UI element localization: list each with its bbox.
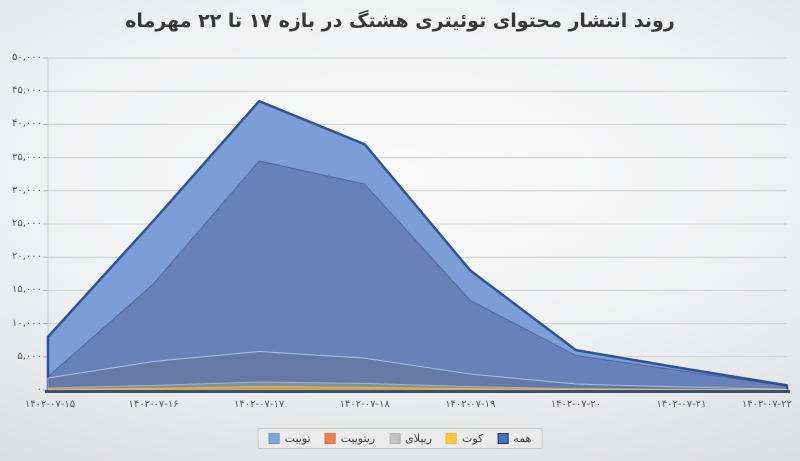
y-axis-label: ۲۰,۰۰۰	[11, 251, 42, 263]
legend-item-all[interactable]: همه	[497, 432, 531, 445]
legend-swatch-all-icon	[497, 433, 509, 444]
legend-swatch-reply-icon	[389, 433, 401, 444]
x-axis-label: ۱۴۰۲-۰۷-۱۶	[128, 399, 179, 410]
legend-swatch-tweet-icon	[268, 433, 280, 444]
y-axis-label: ۵۰,۰۰۰	[11, 52, 42, 63]
x-axis-label: ۱۴۰۲-۰۷-۱۸	[339, 399, 390, 410]
legend-item-reply[interactable]: ریپلای	[389, 432, 432, 445]
y-axis-label: ۱۰,۰۰۰	[11, 317, 42, 329]
y-axis-label: ۵,۰۰۰	[17, 350, 42, 362]
y-axis-label: ۴۵,۰۰۰	[11, 85, 42, 97]
legend-label: ریپلای	[405, 432, 433, 445]
y-axis-label: ۲۵,۰۰۰	[11, 218, 42, 229]
x-axis-label: ۱۴۰۲-۰۷-۲۰	[550, 399, 601, 410]
y-axis-label: ۳۰,۰۰۰	[11, 184, 42, 196]
x-axis-label: ۱۴۰۲-۰۷-۲۱	[656, 399, 707, 410]
legend-label: همه	[513, 432, 532, 445]
y-axis-label: ۱۵,۰۰۰	[11, 284, 42, 296]
y-axis: ۵۰,۰۰۰ ۴۵,۰۰۰ ۴۰,۰۰۰ ۳۵,۰۰۰ ۳۰,۰۰۰ ۲۵,۰۰۰ ۲۰,۰…	[0, 0, 42, 461]
x-axis-label: ۱۴۰۲-۰۷-۲۲	[741, 399, 793, 410]
legend-swatch-quote-icon	[446, 433, 458, 444]
legend-swatch-retweet-icon	[324, 433, 336, 444]
legend-label: توییت	[284, 432, 311, 445]
x-axis-label: ۱۴۰۲-۰۷-۱۹	[445, 399, 496, 410]
legend-label: ریتوییت	[340, 432, 376, 445]
legend: توییت ریتوییت ریپلای کوت همه	[257, 428, 543, 449]
legend-item-retweet[interactable]: ریتوییت	[324, 432, 376, 445]
legend-item-tweet[interactable]: توییت	[268, 432, 311, 445]
y-axis-label: ۴۰,۰۰۰	[11, 118, 42, 130]
chart-title: روند انتشار محتوای توئیتری هشتگ در بازه …	[125, 10, 675, 32]
y-axis-label: ۳۵,۰۰۰	[11, 151, 42, 163]
y-axis-label: ۰	[36, 384, 42, 395]
legend-label: کوت	[462, 432, 484, 445]
legend-item-quote[interactable]: کوت	[446, 432, 483, 445]
x-axis-label: ۱۴۰۲-۰۷-۱۷	[234, 399, 285, 410]
x-axis-label: ۱۴۰۲-۰۷-۱۵	[24, 399, 76, 410]
